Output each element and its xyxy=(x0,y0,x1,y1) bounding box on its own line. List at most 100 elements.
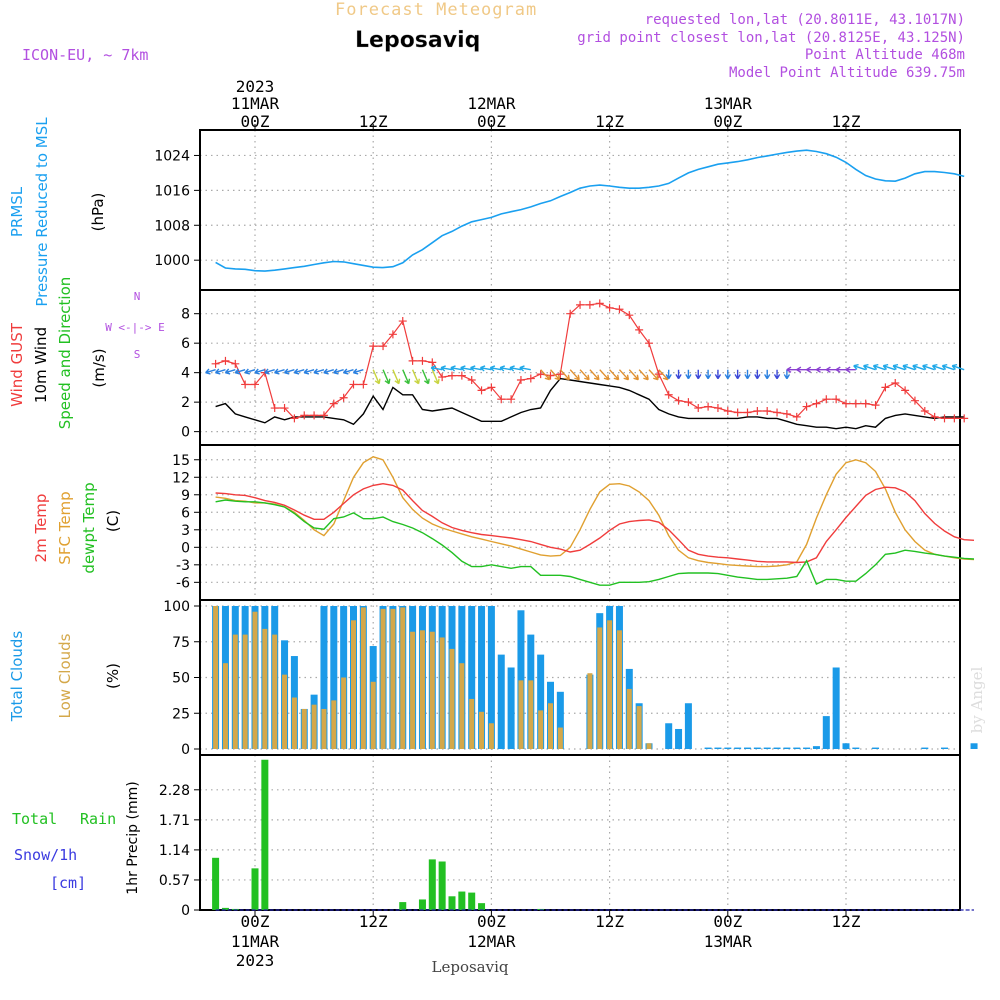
wind-direction-arrow xyxy=(951,363,965,371)
gust-marker xyxy=(763,406,772,415)
total-cloud-bar xyxy=(941,747,948,749)
low-cloud-bar xyxy=(291,697,297,749)
total-cloud-bar xyxy=(724,747,732,749)
bottom-hour-label: 12Z xyxy=(359,912,388,931)
gust-marker xyxy=(891,378,900,387)
wind-direction-arrow xyxy=(254,368,266,375)
wind-direction-arrow xyxy=(303,368,315,375)
wind-label-gust: Wind GUST xyxy=(8,322,26,407)
compass-n: N xyxy=(134,290,141,303)
wind-direction-arrow xyxy=(479,365,492,372)
low-cloud-bar xyxy=(587,673,593,749)
wind-direction-arrow xyxy=(665,369,672,380)
wind-direction-arrow xyxy=(628,369,639,381)
dewpt-line xyxy=(215,499,975,586)
gust-marker xyxy=(645,339,653,348)
wind-direction-arrow xyxy=(714,369,722,380)
wind-direction-arrow xyxy=(892,363,906,371)
gust-marker xyxy=(812,399,821,408)
wind-direction-arrow xyxy=(941,363,955,371)
total-cloud-bar xyxy=(704,747,712,749)
wind-direction-arrow xyxy=(411,369,420,385)
top-hour-label: 12Z xyxy=(832,112,861,131)
wind-direction-arrow xyxy=(392,369,401,385)
wind-direction-arrow xyxy=(352,368,364,375)
y-tick-label: -6 xyxy=(176,575,190,591)
low-cloud-bar xyxy=(528,680,534,749)
gust-marker xyxy=(418,356,427,365)
wind-direction-arrow xyxy=(734,369,741,380)
low-cloud-bar xyxy=(410,631,416,749)
gust-marker xyxy=(753,406,762,415)
wind-direction-arrow xyxy=(313,368,325,375)
total-cloud-bar xyxy=(320,606,328,749)
low-cloud-bar xyxy=(400,607,406,749)
bottom-hour-label: 00Z xyxy=(241,912,270,931)
total-cloud-bar xyxy=(468,606,476,749)
wind-direction-arrow xyxy=(440,365,453,372)
wind-direction-arrow xyxy=(323,368,335,375)
y-tick-label: -3 xyxy=(176,558,190,574)
low-cloud-bar xyxy=(282,674,288,749)
gust-marker xyxy=(930,412,939,421)
wind-direction-arrow xyxy=(744,369,751,380)
low-cloud-bar xyxy=(626,688,632,749)
wind-unit: (m/s) xyxy=(90,348,108,387)
total-cloud-bar xyxy=(803,747,811,749)
bottom-hour-label: 12Z xyxy=(595,912,624,931)
wind-direction-arrow xyxy=(499,365,512,372)
requested-coords: requested lon,lat (20.8011E, 43.1017N) xyxy=(645,12,965,28)
cloud-label-total: Total Clouds xyxy=(8,631,26,723)
wind-direction-arrow xyxy=(372,369,381,385)
bottom-date-label: 11MAR xyxy=(231,932,280,951)
low-cloud-bar xyxy=(390,608,396,749)
low-cloud-bar xyxy=(459,663,465,749)
gust-marker xyxy=(861,399,870,408)
gust-marker xyxy=(694,404,703,413)
wind-direction-arrow xyxy=(912,363,926,371)
top-hour-label: 00Z xyxy=(241,112,270,131)
gust-marker xyxy=(359,380,368,389)
total-cloud-bar xyxy=(517,610,525,749)
gust-marker xyxy=(832,395,841,404)
gust-marker xyxy=(851,399,860,408)
gust-marker xyxy=(349,380,358,389)
gust-marker xyxy=(379,342,388,351)
gust-marker xyxy=(871,401,880,410)
low-cloud-bar xyxy=(597,627,603,749)
rain-bar xyxy=(448,896,456,910)
gust-marker xyxy=(477,386,486,395)
y-tick-label: 9 xyxy=(181,488,190,504)
gust-marker xyxy=(910,396,919,405)
panel-frame xyxy=(199,754,961,911)
gust-marker xyxy=(773,408,782,417)
gridpoint-coords: grid point closest lon,lat (20.8125E, 43… xyxy=(577,30,965,46)
wind-direction-arrow xyxy=(489,365,502,372)
low-cloud-bar xyxy=(232,634,238,749)
gust-marker xyxy=(743,408,752,417)
gust-marker xyxy=(211,359,220,368)
chart-subtitle: Forecast Meteogram xyxy=(335,0,537,20)
wind-direction-arrow xyxy=(931,363,945,371)
wind-direction-arrow xyxy=(648,369,659,381)
top-hour-label: 12Z xyxy=(359,112,388,131)
gust-marker xyxy=(802,402,811,411)
wind-direction-arrow xyxy=(638,369,649,381)
pressure-label-2: Pressure Reduced to MSL xyxy=(33,117,51,307)
wind-direction-arrow xyxy=(853,363,866,371)
total-cloud-bar xyxy=(734,747,742,749)
wind-direction-arrow xyxy=(293,368,305,375)
gust-marker xyxy=(881,383,890,392)
low-cloud-bar xyxy=(272,634,278,749)
y-tick-label: 0 xyxy=(181,540,190,556)
gust-marker xyxy=(487,383,496,392)
total-cloud-bar xyxy=(763,747,771,749)
low-cloud-bar xyxy=(439,637,445,749)
panel-5: 0 0.57 1.14 1.71 2.28 xyxy=(159,754,961,919)
gust-marker xyxy=(497,395,506,404)
gust-marker xyxy=(723,406,732,415)
low-cloud-bar xyxy=(548,703,553,749)
temp-unit: (C) xyxy=(104,510,122,532)
y-tick-label: 1.14 xyxy=(159,843,190,859)
wind-direction-arrow xyxy=(205,368,216,375)
